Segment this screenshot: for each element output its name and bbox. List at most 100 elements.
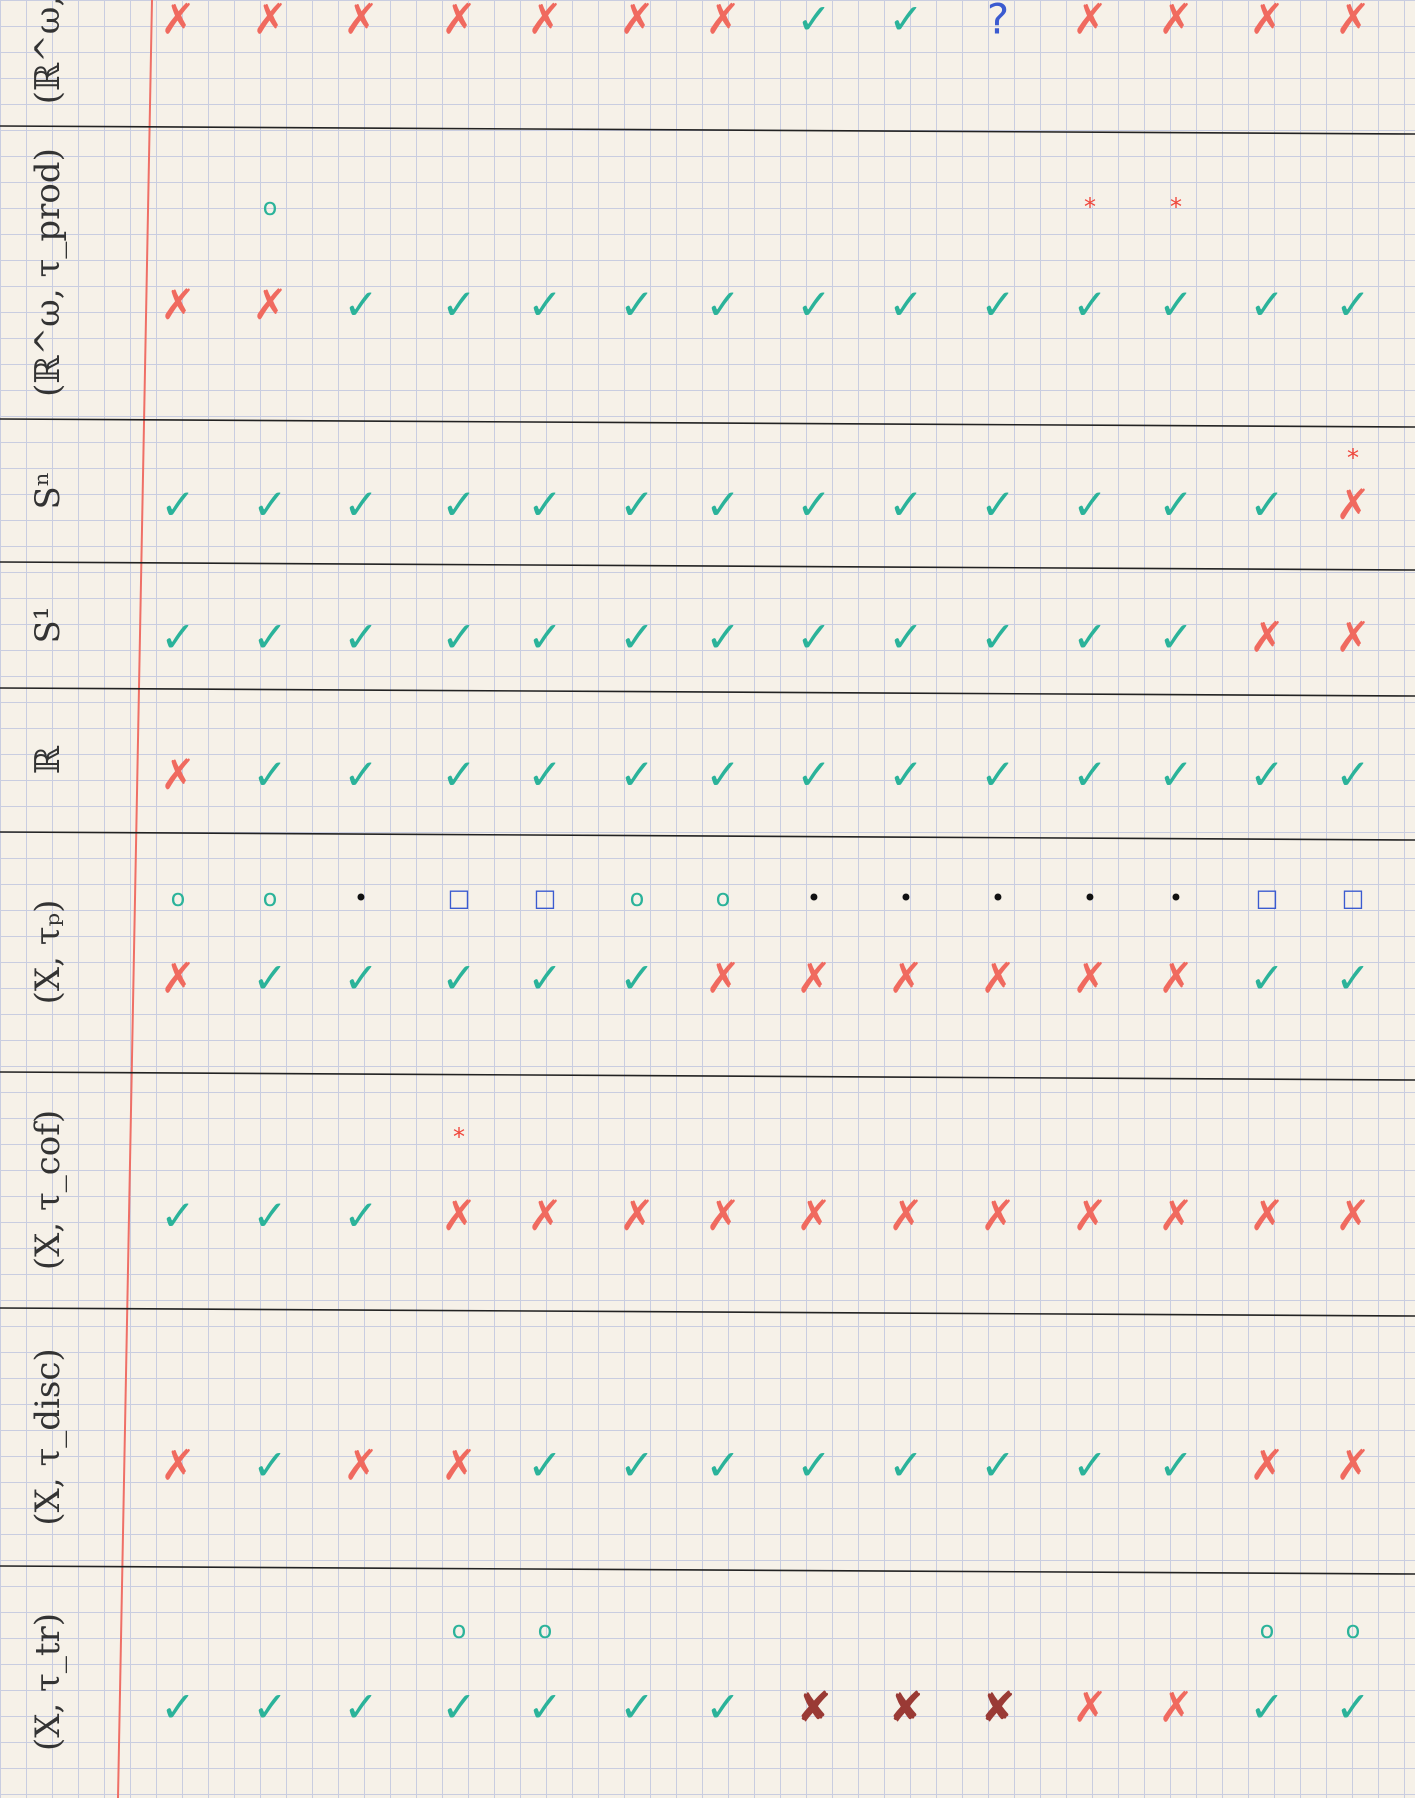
cell-mark: ✗ (1249, 0, 1284, 44)
cell-mark: ✓ (527, 953, 562, 1002)
cell-mark: ✓ (441, 613, 476, 662)
row-label: (X, τₚ) (28, 900, 68, 1005)
cell-mark: ✗ (160, 750, 195, 799)
page: (ℝ^ω,✗✗✗✗✗✗✗✓✓?✗✗✗✗(ℝ^ω, τ_prod)✗✗✓✓✓✓✓✓… (0, 0, 1415, 1798)
cell-mark: ✓ (1249, 953, 1284, 1002)
cell-mark: ✓ (705, 613, 740, 662)
cell-mark: ✗ (1335, 480, 1370, 529)
cell-mark: ✗ (1158, 953, 1193, 1002)
cell-mark: ✓ (705, 480, 740, 529)
cell-mark: ? (987, 0, 1009, 44)
cell-mark: ✗ (888, 1191, 923, 1240)
cell-mark: ✓ (527, 1682, 562, 1731)
cell-mark: ✓ (888, 280, 923, 329)
cell-mark: ✗ (705, 953, 740, 1002)
cell-mark: ✓ (619, 750, 654, 799)
cell-mark: ✓ (343, 480, 378, 529)
cell-mark: ✗ (527, 0, 562, 44)
cell-mark: ✗ (441, 1440, 476, 1489)
cell-note: * (1170, 193, 1182, 221)
cell-mark: ✗ (796, 1191, 831, 1240)
cell-mark: ✓ (527, 750, 562, 799)
cell-mark: ✗ (1158, 0, 1193, 44)
cell-mark: ✗ (1158, 1682, 1193, 1731)
row-separator (0, 688, 1415, 696)
cell-mark: ✓ (796, 480, 831, 529)
cell-mark: ✗ (980, 1191, 1015, 1240)
cell-mark: ✓ (441, 280, 476, 329)
cell-mark: ✓ (980, 280, 1015, 329)
cell-mark: ✗ (252, 0, 287, 44)
cell-mark: ✓ (1072, 750, 1107, 799)
cell-mark: ✓ (160, 1191, 195, 1240)
cell-mark: ✗ (1072, 1191, 1107, 1240)
cell-mark: ✘ (888, 1682, 923, 1731)
row-separator (0, 1566, 1415, 1574)
cell-mark: ✗ (1158, 1191, 1193, 1240)
cell-mark: ✗ (160, 280, 195, 329)
cell-mark: ✓ (441, 750, 476, 799)
cell-mark: ✓ (160, 613, 195, 662)
cell-mark: ✓ (343, 1191, 378, 1240)
cell-mark: ✓ (252, 1682, 287, 1731)
cell-mark: ✓ (252, 953, 287, 1002)
cell-note: • (354, 884, 368, 912)
table-sheet: (ℝ^ω,✗✗✗✗✗✗✗✓✓?✗✗✗✗(ℝ^ω, τ_prod)✗✗✓✓✓✓✓✓… (0, 0, 1415, 1798)
cell-mark: ✗ (1072, 0, 1107, 44)
cell-mark: ✓ (252, 480, 287, 529)
row-separator (0, 1308, 1415, 1316)
row-label: ℝ (28, 745, 68, 774)
cell-mark: ✓ (619, 1440, 654, 1489)
cell-mark: ✗ (1072, 1682, 1107, 1731)
cell-mark: ✓ (796, 280, 831, 329)
cell-note: o (452, 1616, 467, 1644)
cell-mark: ✓ (343, 613, 378, 662)
cell-note: * (453, 1123, 465, 1151)
cell-note: • (807, 884, 821, 912)
cell-mark: ✓ (252, 613, 287, 662)
cell-mark: ✓ (980, 480, 1015, 529)
cell-mark: ✗ (796, 953, 831, 1002)
row-separator (0, 126, 1415, 134)
cell-note: * (1084, 193, 1096, 221)
cell-mark: ✓ (527, 613, 562, 662)
cell-note: • (991, 884, 1005, 912)
cell-mark: ✓ (1249, 750, 1284, 799)
cell-note: o (263, 193, 278, 221)
cell-mark: ✓ (888, 750, 923, 799)
cell-mark: ✗ (1335, 1191, 1370, 1240)
row-label: (ℝ^ω, (28, 0, 68, 104)
cell-mark: ✘ (796, 1682, 831, 1731)
cell-mark: ✓ (1072, 280, 1107, 329)
cell-mark: ✓ (252, 750, 287, 799)
cell-note: □ (448, 884, 471, 912)
cell-mark: ✓ (343, 280, 378, 329)
cell-mark: ✓ (1335, 953, 1370, 1002)
cell-mark: ✓ (1249, 280, 1284, 329)
cell-mark: ✗ (1249, 613, 1284, 662)
cell-mark: ✓ (705, 1682, 740, 1731)
cell-mark: ✗ (1335, 1440, 1370, 1489)
cell-note: • (1083, 884, 1097, 912)
cell-mark: ✗ (980, 953, 1015, 1002)
cell-mark: ✓ (888, 0, 923, 44)
cell-mark: ✓ (1158, 613, 1193, 662)
cell-mark: ✗ (1249, 1440, 1284, 1489)
cell-mark: ✓ (1249, 1682, 1284, 1731)
cell-mark: ✓ (705, 750, 740, 799)
cell-mark: ✗ (1072, 953, 1107, 1002)
cell-note: * (1347, 444, 1359, 472)
cell-mark: ✓ (1158, 1440, 1193, 1489)
cell-mark: ✓ (1072, 613, 1107, 662)
cell-mark: ✘ (980, 1682, 1015, 1731)
cell-mark: ✓ (1335, 1682, 1370, 1731)
cell-mark: ✓ (619, 280, 654, 329)
cell-mark: ✓ (343, 1682, 378, 1731)
cell-mark: ✓ (1072, 480, 1107, 529)
cell-note: o (1260, 1616, 1275, 1644)
cell-mark: ✗ (705, 1191, 740, 1240)
cell-note: □ (1342, 884, 1365, 912)
cell-mark: ✓ (888, 480, 923, 529)
cell-mark: ✗ (160, 953, 195, 1002)
row-label: Sⁿ (28, 471, 68, 509)
